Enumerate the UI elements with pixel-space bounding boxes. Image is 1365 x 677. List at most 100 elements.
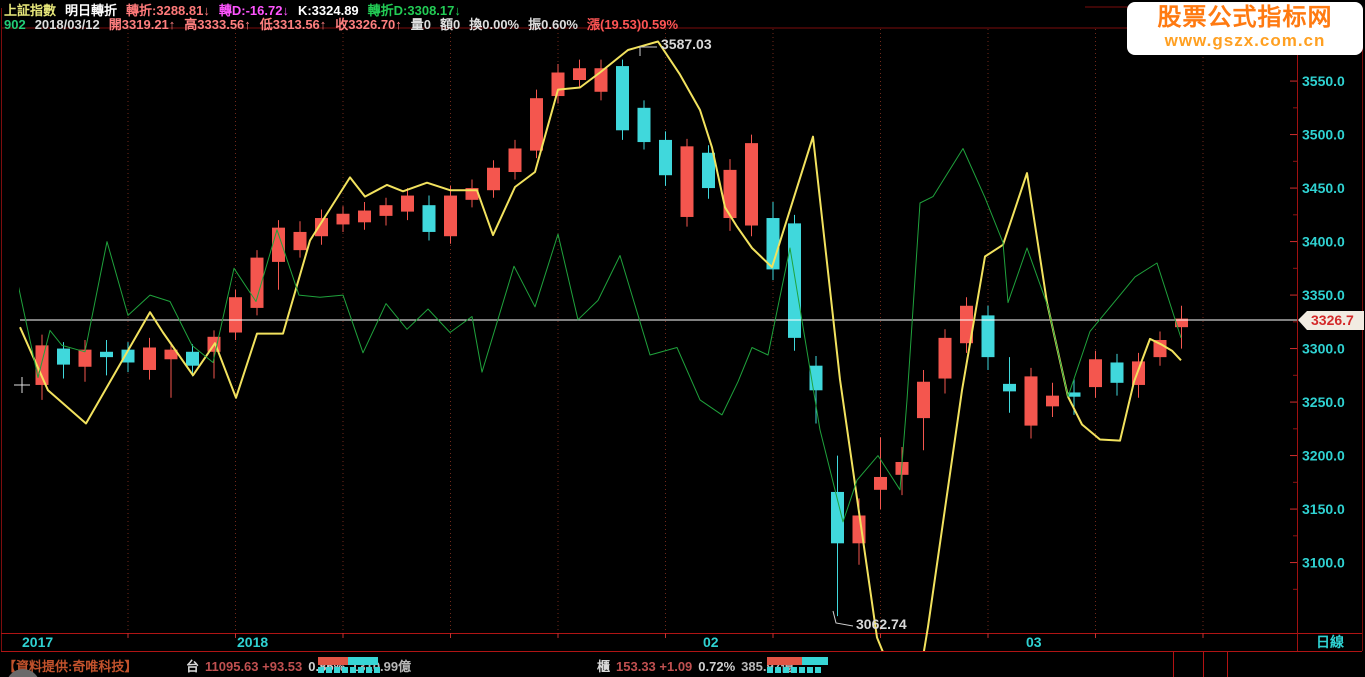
candles (35, 59, 1188, 617)
yaxis-label: 3500.0 (1302, 127, 1345, 143)
header-field: K:3324.89 (297, 3, 359, 18)
candle-up (723, 169, 737, 219)
candle-up (379, 205, 393, 216)
candle-up (530, 98, 543, 151)
site-watermark-title: 股票公式指标网 (1157, 4, 1333, 31)
header-field: 低3313.56↑ (259, 17, 327, 32)
yaxis-label: 3250.0 (1302, 394, 1345, 410)
candle-up (1175, 318, 1188, 328)
candle-down (1067, 392, 1081, 397)
candle-down (186, 351, 199, 366)
header-field: 振0.60% (528, 17, 578, 32)
header-field: 2018/03/12 (34, 17, 100, 32)
header-field: 上証指數 (4, 3, 57, 18)
candle-up (745, 143, 758, 226)
xaxis-label: 02 (703, 634, 719, 650)
candle-up (1153, 340, 1167, 358)
data-provider-label: 【資料提供:奇唯科技】 (3, 659, 138, 674)
header-field: 轉折D:3308.17↓ (367, 3, 461, 18)
candle-up (358, 210, 371, 223)
taskbar-orb[interactable] (6, 669, 40, 677)
xaxis-label: 2018 (237, 634, 268, 650)
candle-up (401, 195, 414, 212)
header-field: 收3326.70↑ (335, 17, 402, 32)
header-field: 換0.00% (469, 17, 520, 32)
candle-up (917, 381, 930, 419)
candle-up (960, 305, 973, 344)
breadth-bar (767, 657, 828, 675)
quote-header-line: 902 2018/03/12 開3319.21↑ 高3333.56↑ 低3313.56↑… (4, 14, 687, 33)
candle-up (680, 146, 694, 217)
current-price-value: 3326.7 (1311, 312, 1354, 328)
candle-up (487, 167, 500, 191)
header-field: 轉折:3288.81↓ (126, 3, 210, 18)
annotation-label: 3062.74 (856, 616, 907, 632)
candle-down (659, 139, 672, 176)
yaxis-label: 3400.0 (1302, 234, 1345, 250)
candle-up (229, 297, 242, 333)
annotation-label: 3587.03 (661, 36, 712, 52)
candle-down (788, 223, 801, 338)
candle-down (981, 315, 995, 358)
yaxis-label: 3200.0 (1302, 448, 1345, 464)
header-field: 開3319.21↑ (108, 17, 176, 32)
yaxis-label: 3300.0 (1302, 341, 1345, 357)
candle-up (78, 349, 92, 367)
candle-up (143, 347, 156, 370)
candle-down (1003, 383, 1016, 392)
xaxis-label: 03 (1026, 634, 1042, 650)
site-watermark: 股票公式指标网 www.gszx.com.cn (1127, 2, 1363, 55)
annotation-callout (639, 46, 657, 56)
statusbar-divider (1173, 652, 1174, 677)
candle-up (573, 68, 586, 80)
header-field: 轉D:-16.72↓ (218, 3, 289, 18)
yaxis-label: 3550.0 (1302, 73, 1345, 89)
statusbar-divider (1227, 652, 1228, 677)
indicator-header-line: 上証指數 明日轉折 轉折:3288.81↓ 轉D:-16.72↓ K:3324.89 轉折… (4, 0, 470, 19)
candle-up (465, 188, 479, 200)
candle-down (637, 107, 651, 143)
candle-down (422, 205, 436, 232)
oscillator-line (19, 148, 1182, 523)
candle-down (1110, 362, 1124, 383)
xaxis-label: 2017 (22, 634, 53, 650)
header-field: 明日轉折 (65, 3, 118, 18)
candle-up (164, 349, 178, 360)
candle-down (831, 491, 844, 544)
yaxis-label: 3100.0 (1302, 555, 1345, 571)
candle-up (508, 148, 522, 173)
candle-up (293, 231, 307, 251)
candle-up (1089, 359, 1102, 388)
market-name: 台 (186, 659, 200, 674)
candle-down (616, 66, 629, 131)
site-watermark-url: www.gszx.com.cn (1164, 31, 1326, 50)
statusbar-divider (1203, 652, 1204, 677)
header-field: 高3333.56↑ (184, 17, 251, 32)
candle-up (444, 195, 457, 237)
market-percent: 0.72% (698, 659, 736, 674)
candle-up (874, 476, 887, 490)
market-index-change: 11095.63 +93.53 (205, 659, 303, 674)
yaxis-label: 3350.0 (1302, 287, 1345, 303)
yaxis-label: 3150.0 (1302, 501, 1345, 517)
header-field: 漲(19.53)0.59% (587, 17, 679, 32)
period-label: 日線 (1316, 634, 1344, 650)
candle-down (121, 349, 135, 363)
header-field: 量0 (410, 17, 432, 32)
candle-down (702, 152, 715, 189)
candle-down (100, 351, 113, 358)
current-price-tag (1298, 311, 1364, 330)
yaxis-label: 3450.0 (1302, 180, 1345, 196)
candle-up (336, 213, 350, 225)
breadth-bar (318, 657, 380, 675)
header-field: 額0 (440, 17, 461, 32)
market-name: 櫃 (597, 659, 611, 674)
candle-up (250, 257, 264, 308)
candle-up (1046, 395, 1059, 407)
candle-up (938, 337, 952, 379)
annotation-callout (832, 610, 854, 627)
